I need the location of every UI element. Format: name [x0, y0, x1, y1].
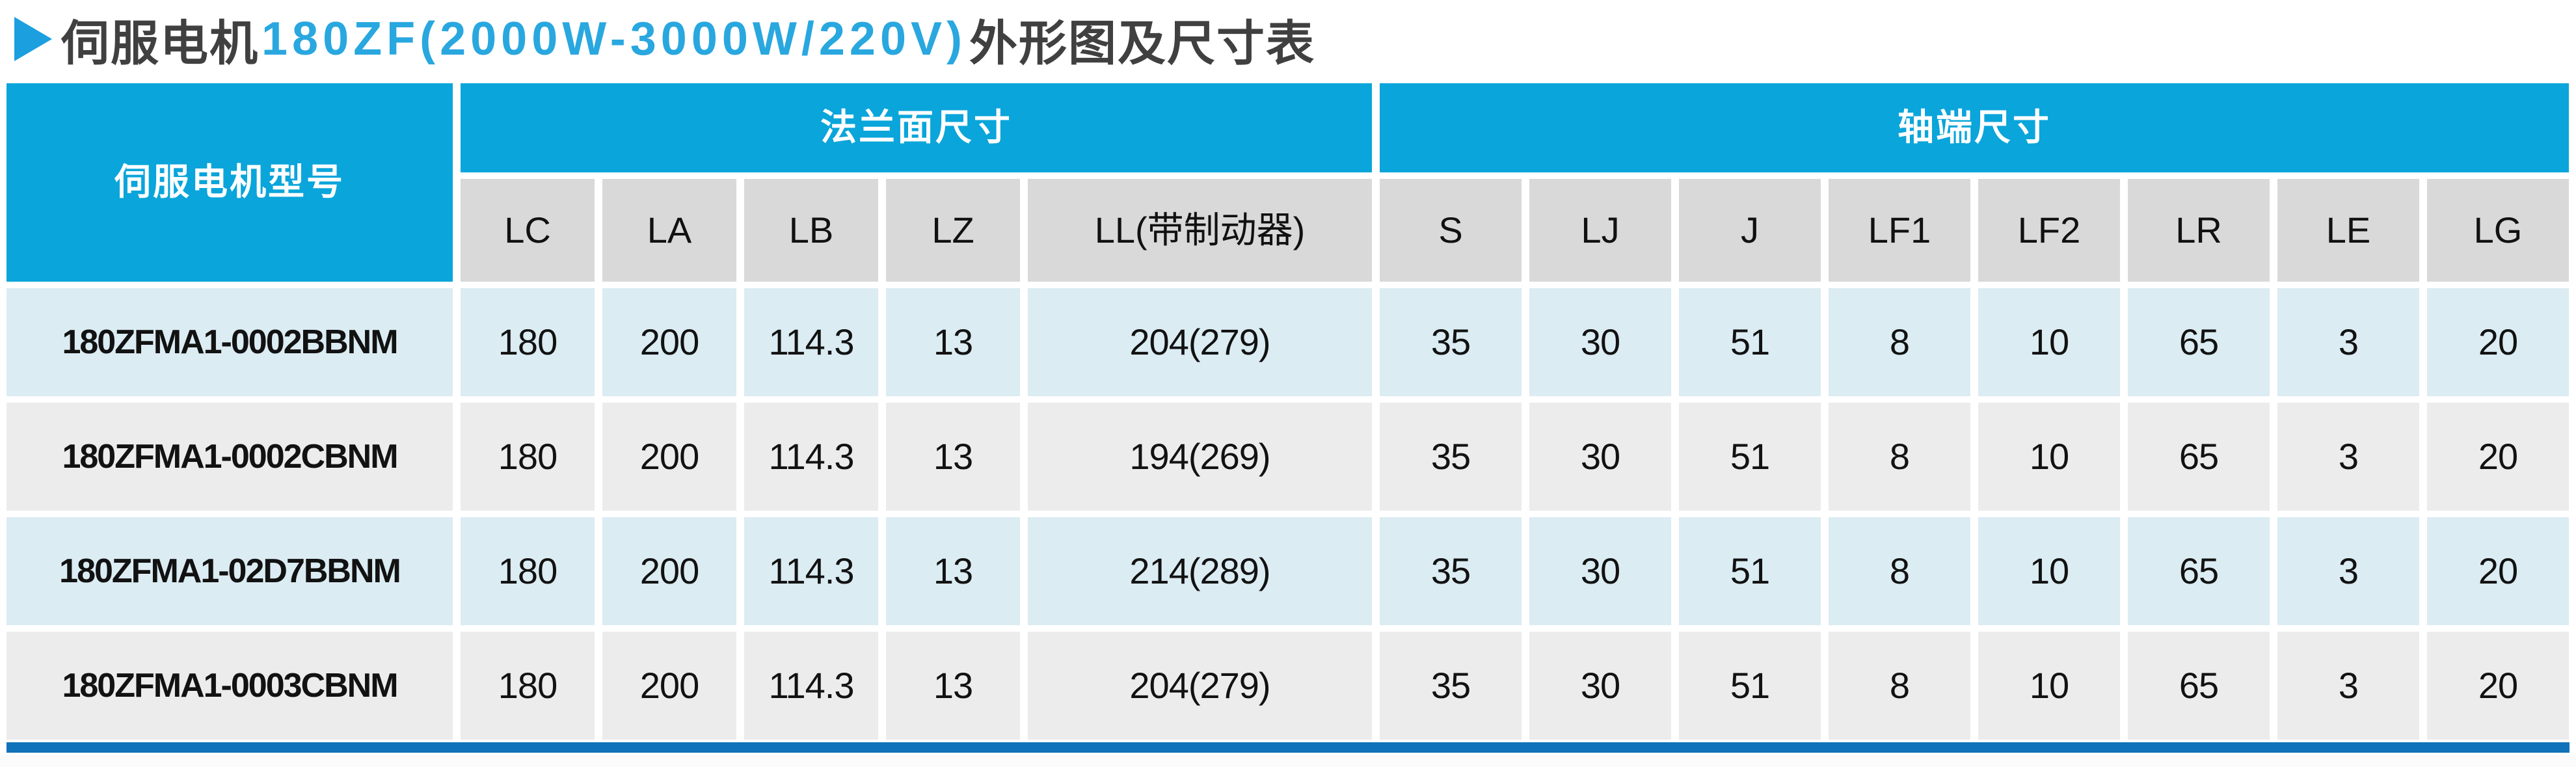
page-title: 伺服电机 180ZF(2000W-3000W/220V) 外形图及尺寸表 — [14, 5, 1315, 73]
value-cell: 51 — [1679, 517, 1821, 625]
value-cell: 10 — [1978, 517, 2120, 625]
value-cell: 204(279) — [1028, 632, 1372, 740]
value-cell: 200 — [602, 403, 736, 511]
value-cell: 8 — [1829, 517, 1970, 625]
value-cell: 180 — [461, 632, 595, 740]
column-header-lf2: LF2 — [1978, 179, 2120, 282]
group-header-flange-dimensions: 法兰面尺寸 — [461, 83, 1372, 172]
column-header-lf1: LF1 — [1829, 179, 1970, 282]
value-cell: 8 — [1829, 288, 1970, 396]
value-cell: 30 — [1529, 632, 1671, 740]
value-cell: 35 — [1380, 632, 1522, 740]
column-header-lc: LC — [461, 179, 595, 282]
value-cell: 13 — [886, 403, 1020, 511]
value-cell: 20 — [2427, 288, 2569, 396]
value-cell: 65 — [2128, 403, 2270, 511]
value-cell: 8 — [1829, 632, 1970, 740]
value-cell: 51 — [1679, 403, 1821, 511]
value-cell: 51 — [1679, 632, 1821, 740]
value-cell: 114.3 — [744, 517, 878, 625]
value-cell: 65 — [2128, 632, 2270, 740]
value-cell: 3 — [2277, 517, 2419, 625]
value-cell: 194(269) — [1028, 403, 1372, 511]
column-header-s: S — [1380, 179, 1522, 282]
value-cell: 10 — [1978, 288, 2120, 396]
value-cell: 35 — [1380, 517, 1522, 625]
value-cell: 114.3 — [744, 288, 878, 396]
column-header-lj: LJ — [1529, 179, 1671, 282]
value-cell: 204(279) — [1028, 288, 1372, 396]
value-cell: 20 — [2427, 632, 2569, 740]
value-cell: 3 — [2277, 403, 2419, 511]
bottom-strip — [0, 755, 2576, 767]
value-cell: 13 — [886, 517, 1020, 625]
value-cell: 65 — [2128, 517, 2270, 625]
column-header-ll: LL(带制动器) — [1028, 179, 1372, 282]
value-cell: 20 — [2427, 517, 2569, 625]
value-cell: 180 — [461, 288, 595, 396]
value-cell: 114.3 — [744, 632, 878, 740]
model-cell: 180ZFMA1-0003CBNM — [7, 632, 453, 740]
column-header-lz: LZ — [886, 179, 1020, 282]
column-header-lg: LG — [2427, 179, 2569, 282]
model-cell: 180ZFMA1-02D7BBNM — [7, 517, 453, 625]
value-cell: 3 — [2277, 632, 2419, 740]
group-header-shaft-dimensions: 轴端尺寸 — [1380, 83, 2569, 172]
value-cell: 35 — [1380, 403, 1522, 511]
model-cell: 180ZFMA1-0002CBNM — [7, 403, 453, 511]
value-cell: 20 — [2427, 403, 2569, 511]
title-text-servo: 伺服电机 — [61, 16, 259, 70]
value-cell: 3 — [2277, 288, 2419, 396]
column-header-lr: LR — [2128, 179, 2270, 282]
value-cell: 30 — [1529, 403, 1671, 511]
value-cell: 65 — [2128, 288, 2270, 396]
value-cell: 200 — [602, 517, 736, 625]
value-cell: 30 — [1529, 288, 1671, 396]
value-cell: 114.3 — [744, 403, 878, 511]
column-header-le: LE — [2277, 179, 2419, 282]
value-cell: 200 — [602, 288, 736, 396]
column-header-model: 伺服电机型号 — [7, 83, 453, 282]
value-cell: 30 — [1529, 517, 1671, 625]
value-cell: 180 — [461, 517, 595, 625]
model-cell: 180ZFMA1-0002BBNM — [7, 288, 453, 396]
bottom-accent-bar — [7, 742, 2569, 753]
title-text-suffix: 外形图及尺寸表 — [969, 16, 1315, 70]
title-text-model-range: 180ZF(2000W-3000W/220V) — [262, 13, 967, 65]
column-header-la: LA — [602, 179, 736, 282]
title-arrow-icon — [14, 17, 52, 61]
value-cell: 200 — [602, 632, 736, 740]
column-header-j: J — [1679, 179, 1821, 282]
value-cell: 10 — [1978, 632, 2120, 740]
dimensions-table: 伺服电机型号 法兰面尺寸 轴端尺寸 LC LA LB LZ LL(带制动器) S LJ J LF… — [7, 83, 2569, 740]
value-cell: 10 — [1978, 403, 2120, 511]
value-cell: 180 — [461, 403, 595, 511]
value-cell: 13 — [886, 288, 1020, 396]
value-cell: 13 — [886, 632, 1020, 740]
value-cell: 214(289) — [1028, 517, 1372, 625]
value-cell: 8 — [1829, 403, 1970, 511]
value-cell: 35 — [1380, 288, 1522, 396]
value-cell: 51 — [1679, 288, 1821, 396]
column-header-lb: LB — [744, 179, 878, 282]
